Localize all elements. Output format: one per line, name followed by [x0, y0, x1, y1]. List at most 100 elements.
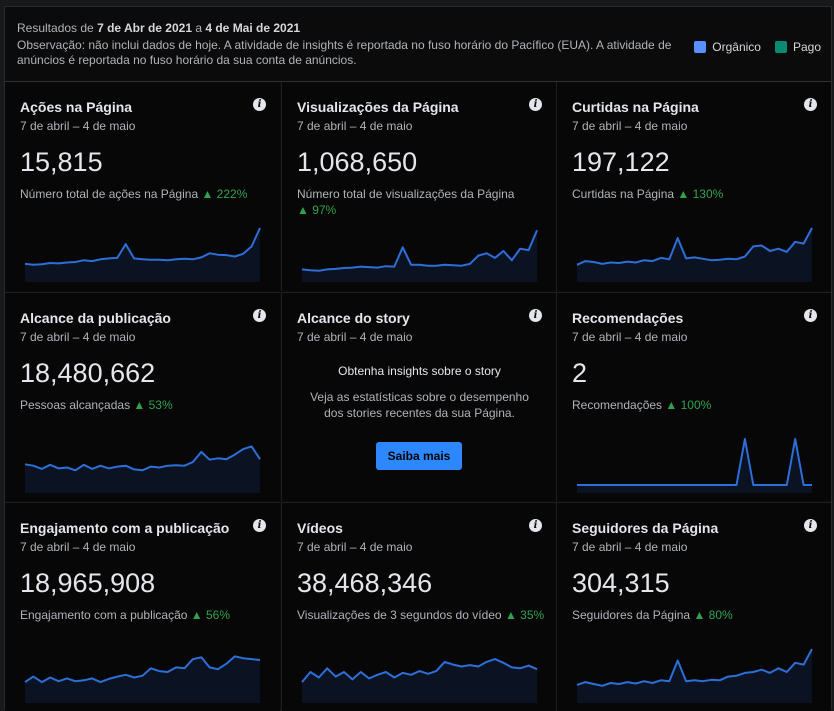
sparkline-chart[interactable]	[557, 222, 832, 282]
info-icon[interactable]: i	[529, 309, 542, 322]
sparkline-area	[577, 228, 812, 282]
metric-card-seguidores-da-pagina[interactable]: Seguidores da Página 7 de abril – 4 de ma…	[556, 502, 831, 711]
metric-card-videos[interactable]: Vídeos 7 de abril – 4 de maio i 38,468,346 V…	[281, 502, 556, 711]
learn-more-button[interactable]: Saiba mais	[376, 442, 462, 470]
card-date-range: 7 de abril – 4 de maio	[20, 330, 136, 344]
range-start: 7 de Abr de 2021	[97, 21, 192, 35]
sparkline-chart[interactable]	[557, 433, 832, 493]
metric-label-row: Recomendações ▲ 100%	[572, 397, 822, 413]
metric-label-row: Engajamento com a publicação ▲ 56%	[20, 607, 270, 623]
info-icon[interactable]: i	[804, 519, 817, 532]
card-date-range: 7 de abril – 4 de maio	[297, 119, 413, 133]
metric-label: Seguidores da Página	[572, 608, 691, 622]
legend-paid[interactable]: Pago	[774, 40, 821, 54]
metric-card-acoes-na-pagina[interactable]: Ações na Página 7 de abril – 4 de maio i 15…	[5, 82, 280, 291]
organic-series-line	[24, 445, 261, 472]
card-title: Curtidas na Página	[572, 99, 699, 115]
sparkline-area	[25, 656, 260, 703]
results-header: Resultados de 7 de Abr de 2021 a 4 de Ma…	[5, 7, 831, 82]
metric-value: 15,815	[20, 147, 103, 177]
metric-label: Visualizações de 3 segundos do vídeo	[297, 608, 502, 622]
info-icon[interactable]: i	[804, 98, 817, 111]
metric-label: Número total de visualizações da Página	[297, 187, 515, 201]
metric-value: 304,315	[572, 568, 670, 598]
metric-value: 38,468,346	[297, 568, 433, 598]
organic-series-line	[576, 648, 813, 687]
metric-card-alcance-do-story[interactable]: Alcance do story 7 de abril – 4 de maio i O…	[281, 292, 556, 501]
card-title: Seguidores da Página	[572, 520, 719, 536]
change-badge: ▲ 130%	[677, 187, 724, 201]
change-badge: ▲ 80%	[693, 608, 733, 622]
metric-label: Recomendações	[572, 398, 663, 412]
organic-series-line	[24, 655, 261, 684]
metric-card-recomendacoes[interactable]: Recomendações 7 de abril – 4 de maio i 2 Rec…	[556, 292, 831, 501]
metric-value: 2	[572, 358, 588, 388]
date-range-text: Resultados de 7 de Abr de 2021 a 4 de Ma…	[17, 21, 301, 35]
metric-card-alcance-da-publicacao[interactable]: Alcance da publicação 7 de abril – 4 de m…	[5, 292, 280, 501]
paid-swatch	[774, 41, 787, 53]
change-badge: ▲ 53%	[133, 398, 173, 412]
card-title: Visualizações da Página	[297, 99, 459, 115]
change-badge: ▲ 35%	[504, 608, 545, 622]
organic-swatch	[694, 41, 707, 53]
metric-value: 18,480,662	[20, 358, 156, 388]
sparkline-area	[25, 446, 260, 493]
card-date-range: 7 de abril – 4 de maio	[572, 119, 688, 133]
legend: Orgânico Pago	[680, 40, 821, 54]
sparkline-chart[interactable]	[282, 643, 557, 703]
sparkline-chart[interactable]	[5, 433, 280, 493]
info-icon[interactable]: i	[253, 98, 266, 111]
sparkline-area	[577, 649, 812, 703]
card-title: Alcance do story	[297, 310, 410, 326]
change-badge: ▲ 56%	[190, 608, 231, 622]
metric-label-row: Seguidores da Página ▲ 80%	[572, 607, 822, 623]
metric-label: Número total de ações na Página	[20, 187, 199, 201]
metric-label-row: Número total de visualizações da Página …	[297, 186, 547, 218]
change-badge: ▲ 222%	[201, 187, 248, 201]
card-title: Recomendações	[572, 310, 684, 326]
card-date-range: 7 de abril – 4 de maio	[20, 540, 136, 554]
card-title: Alcance da publicação	[20, 310, 171, 326]
card-date-range: 7 de abril – 4 de maio	[572, 540, 688, 554]
info-icon[interactable]: i	[529, 98, 542, 111]
card-date-range: 7 de abril – 4 de maio	[297, 330, 413, 344]
metric-label: Pessoas alcançadas	[20, 398, 131, 412]
sparkline-area	[302, 230, 537, 282]
metric-label-row: Número total de ações na Página ▲ 222%	[20, 186, 270, 202]
card-date-range: 7 de abril – 4 de maio	[572, 330, 688, 344]
metric-value: 1,068,650	[297, 147, 418, 177]
info-icon[interactable]: i	[253, 519, 266, 532]
info-icon[interactable]: i	[253, 309, 266, 322]
organic-series-line	[24, 227, 261, 266]
metric-label: Curtidas na Página	[572, 187, 675, 201]
sparkline-chart[interactable]	[282, 222, 557, 282]
organic-series-line	[576, 227, 813, 266]
card-title: Ações na Página	[20, 99, 133, 115]
legend-organic[interactable]: Orgânico	[694, 40, 761, 54]
metric-label: Engajamento com a publicação	[20, 608, 188, 622]
card-date-range: 7 de abril – 4 de maio	[297, 540, 413, 554]
organic-series-line	[301, 229, 538, 272]
metric-value: 197,122	[572, 147, 670, 177]
card-date-range: 7 de abril – 4 de maio	[20, 119, 136, 133]
sparkline-chart[interactable]	[5, 222, 280, 282]
card-title: Engajamento com a publicação	[20, 520, 230, 536]
sparkline-area	[302, 659, 537, 703]
sparkline-chart[interactable]	[5, 643, 280, 703]
story-heading: Obtenha insights sobre o story	[338, 364, 501, 378]
organic-series-line	[577, 438, 812, 486]
metric-value: 18,965,908	[20, 568, 156, 598]
info-icon[interactable]: i	[804, 309, 817, 322]
sparkline-area	[577, 439, 812, 493]
metric-card-visualizacoes-da-pagina[interactable]: Visualizações da Página 7 de abril – 4 de…	[281, 82, 556, 291]
sparkline-area	[25, 228, 260, 282]
card-title: Vídeos	[297, 520, 343, 536]
info-icon[interactable]: i	[529, 519, 542, 532]
metric-card-curtidas-na-pagina[interactable]: Curtidas na Página 7 de abril – 4 de maio…	[556, 82, 831, 291]
change-badge: ▲ 100%	[665, 398, 712, 412]
metric-card-engajamento-com-a-publicacao[interactable]: Engajamento com a publicação 7 de abril –…	[5, 502, 280, 711]
range-end: 4 de Mai de 2021	[205, 21, 301, 35]
story-description: Veja as estatísticas sobre o desempenho …	[310, 390, 529, 420]
sparkline-chart[interactable]	[557, 643, 832, 703]
metric-label-row: Curtidas na Página ▲ 130%	[572, 186, 822, 202]
